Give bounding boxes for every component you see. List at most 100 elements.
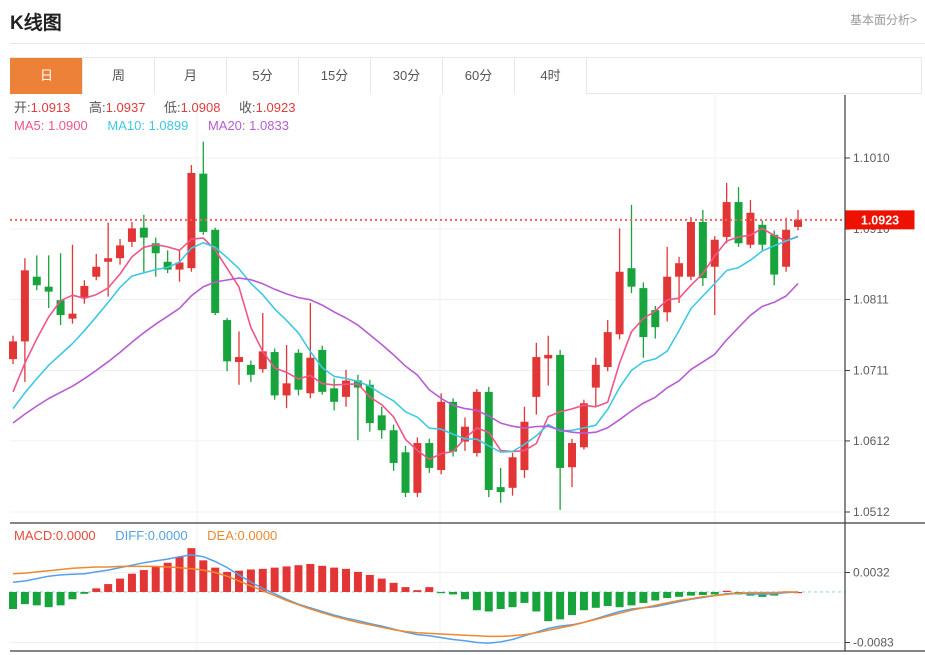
macd-bar (472, 591, 481, 611)
y-axis-label: 1.0711 (853, 364, 889, 378)
macd-bar (698, 591, 707, 596)
macd-bar (151, 566, 160, 592)
macd-bar (246, 569, 255, 592)
candle (734, 202, 743, 244)
macd-bar (163, 562, 172, 592)
macd-bar (20, 591, 29, 605)
tab-1[interactable]: 周 (82, 58, 155, 94)
candle (163, 261, 172, 270)
candle (401, 452, 410, 493)
macd-bar (556, 591, 565, 620)
macd-bar (722, 590, 731, 592)
dea-label: DEA: (207, 528, 238, 543)
candle (413, 443, 422, 493)
candle (496, 487, 505, 493)
macd-bar (365, 574, 374, 592)
macd-bar (532, 591, 541, 612)
candle (294, 352, 303, 390)
candle (258, 351, 267, 370)
macd-bar (318, 565, 327, 592)
candle (377, 415, 386, 431)
tab-6[interactable]: 60分 (442, 58, 515, 94)
candle (686, 221, 695, 277)
candle (425, 443, 434, 468)
tab-0[interactable]: 日 (10, 58, 83, 94)
macd-bar (389, 582, 398, 592)
macd-bar (401, 587, 410, 592)
ma5-value: 1.0900 (47, 118, 88, 133)
candle (318, 349, 327, 392)
candle (151, 243, 160, 254)
candle (20, 270, 29, 342)
candle (770, 234, 779, 275)
macd-bar (330, 567, 339, 592)
candle (127, 228, 136, 242)
dea-line (12, 565, 798, 638)
tab-4[interactable]: 15分 (298, 58, 371, 94)
ma10-value: 1.0899 (148, 118, 189, 133)
candle (365, 384, 374, 424)
candle (9, 341, 17, 360)
candle (532, 357, 541, 397)
high-value: 1.0937 (105, 100, 146, 115)
candle (44, 286, 53, 292)
ohlc-readout: 开:1.0913 高:1.0937 低:1.0908 收:1.0923 (14, 97, 310, 116)
low-value: 1.0908 (180, 100, 221, 115)
macd-bar (56, 591, 65, 606)
macd-bar (223, 571, 232, 592)
macd-bar (258, 568, 267, 592)
candle (449, 401, 458, 452)
y-axis-label: -0.0083 (853, 636, 894, 650)
macd-bar (199, 560, 208, 592)
macd-bar (544, 591, 553, 622)
diff-line (12, 554, 799, 644)
candle (663, 276, 672, 313)
ma10-line (12, 235, 799, 453)
macd-bar (32, 591, 41, 606)
macd-bar (651, 591, 660, 601)
macd-bar (282, 566, 291, 592)
macd-bar (187, 548, 196, 592)
high-label: 高: (89, 100, 106, 115)
macd-bar (496, 591, 505, 610)
macd-bar (175, 556, 184, 592)
candle (234, 357, 243, 363)
candle (116, 245, 125, 259)
candle (603, 332, 612, 367)
candle (342, 380, 351, 397)
macd-bar (294, 565, 303, 592)
tab-7[interactable]: 4时 (514, 58, 587, 94)
fundamental-analysis-link[interactable]: 基本面分析> (849, 13, 917, 27)
candle (627, 268, 636, 287)
candle (520, 421, 529, 471)
macd-bar (591, 591, 600, 608)
ma20-value: 1.0833 (249, 118, 289, 133)
candle (80, 285, 89, 299)
macd-bar (603, 591, 612, 606)
candle (675, 263, 684, 277)
candle (56, 300, 65, 316)
candle (568, 443, 577, 468)
macd-readout: MACD:0.0000 DIFF:0.0000 DEA:0.0000 (14, 528, 277, 543)
candle (508, 457, 517, 488)
candle (472, 391, 481, 453)
macd-bar (568, 591, 577, 616)
candle (389, 430, 398, 463)
candle (746, 212, 755, 245)
macd-bar (449, 591, 458, 595)
candle (246, 364, 255, 375)
ma20-label: MA20: (207, 118, 246, 133)
macd-value: 0.0000 (55, 528, 96, 543)
ma-readout: MA5: 1.0900 MA10: 1.0899 MA20: 1.0833 (14, 118, 289, 133)
current-price-tag-text: 1.0923 (861, 213, 899, 227)
tab-5[interactable]: 30分 (370, 58, 443, 94)
candle (282, 383, 291, 396)
macd-bar (579, 591, 588, 611)
tab-bar: 日周月 5分 15分 30分 60分 4时 (10, 57, 922, 94)
tab-3[interactable]: 5分 (226, 58, 299, 94)
candle (698, 221, 707, 279)
candle (139, 227, 148, 238)
candle (579, 403, 588, 448)
